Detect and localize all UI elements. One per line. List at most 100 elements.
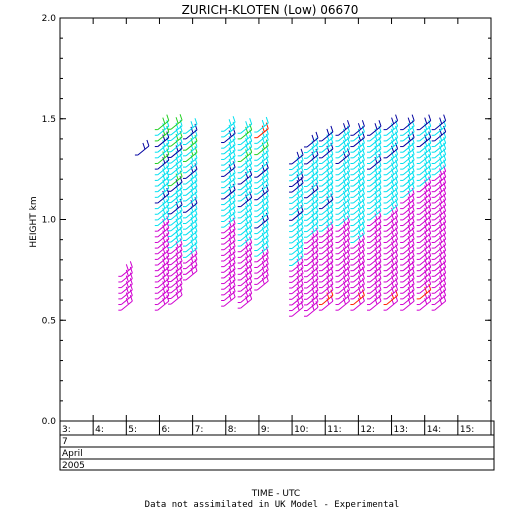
barb-feather xyxy=(162,281,166,288)
barb-feather xyxy=(265,156,269,163)
wind-barb-magenta xyxy=(318,232,334,249)
barb-feather xyxy=(374,269,378,277)
wind-barb-magenta xyxy=(416,272,432,289)
wind-barb-red xyxy=(318,289,334,306)
barb-feather xyxy=(179,176,183,183)
barb-feather xyxy=(428,142,432,149)
barb-feather xyxy=(190,267,194,275)
barb-feather xyxy=(194,208,198,215)
barb-feather xyxy=(166,249,170,257)
barb-shaft xyxy=(402,125,415,136)
barb-feather xyxy=(407,128,411,136)
barb-feather xyxy=(343,252,346,260)
barb-feather xyxy=(378,289,382,296)
barb-shaft xyxy=(369,283,382,294)
wind-barb-magenta xyxy=(154,266,170,283)
barb-shaft xyxy=(185,146,198,157)
barb-feather xyxy=(232,127,236,134)
barb-shaft xyxy=(386,193,398,204)
barb-feather xyxy=(439,224,443,231)
barb-feather xyxy=(245,228,249,235)
barb-feather xyxy=(330,238,334,245)
barb-feather xyxy=(343,134,346,141)
barb-feather xyxy=(142,142,146,150)
barb-shaft xyxy=(402,187,415,198)
barb-feather xyxy=(330,289,334,296)
barb-shaft xyxy=(353,187,365,198)
wind-barb-cyan xyxy=(335,199,350,215)
barb-shaft xyxy=(291,160,304,170)
wind-barb-cyan xyxy=(254,133,269,150)
barb-shaft xyxy=(434,266,446,277)
barb-feather xyxy=(357,196,361,203)
barb-shaft xyxy=(256,246,269,257)
wind-barb-magenta xyxy=(303,261,319,278)
x-axis-ticks xyxy=(59,18,459,421)
barb-shaft xyxy=(157,199,170,210)
barb-feather xyxy=(424,264,428,271)
barb-feather xyxy=(228,192,232,199)
barb-feather xyxy=(179,153,183,160)
wind-barb-cyan xyxy=(416,148,432,164)
barb-shaft xyxy=(137,145,150,156)
barb-feather xyxy=(428,221,432,228)
wind-barb-cyan xyxy=(318,176,334,193)
barb-feather xyxy=(232,121,236,129)
barb-shaft xyxy=(291,261,304,272)
barb-feather xyxy=(249,123,253,131)
barb-feather xyxy=(166,142,170,149)
barb-shaft xyxy=(157,193,170,204)
barb-shaft xyxy=(256,150,269,161)
wind-barb-cyan xyxy=(182,157,198,174)
barb-feather xyxy=(179,272,183,279)
barb-feather xyxy=(300,295,304,302)
barb-shaft xyxy=(157,148,170,159)
barb-feather xyxy=(311,298,315,305)
barb-shaft xyxy=(223,189,236,200)
wind-barb-cyan xyxy=(416,165,432,181)
barb-shaft xyxy=(353,244,365,255)
barb-feather xyxy=(265,269,269,276)
barb-feather xyxy=(357,151,361,158)
barb-feather xyxy=(411,216,415,223)
wind-barb-cyan xyxy=(335,187,350,204)
wind-barb-cyan xyxy=(237,185,253,202)
barb-feather xyxy=(439,275,443,282)
wind-barb-magenta xyxy=(254,257,269,274)
barb-feather xyxy=(347,142,350,149)
barb-feather xyxy=(162,292,166,299)
barb-feather xyxy=(175,241,179,248)
barb-feather xyxy=(228,260,232,267)
wind-barb-cyan xyxy=(303,205,319,221)
wind-barb-cyan xyxy=(237,174,253,191)
wind-barb-cyan xyxy=(350,125,365,142)
barb-feather xyxy=(391,298,395,305)
barb-feather xyxy=(190,233,194,241)
barb-shaft xyxy=(223,161,236,172)
barb-feather xyxy=(347,272,350,279)
wind-barb-magenta xyxy=(383,216,399,232)
barb-feather xyxy=(194,236,198,243)
barb-shaft xyxy=(321,283,334,294)
barb-shaft xyxy=(306,284,319,295)
wind-barb-cyan xyxy=(182,214,198,230)
barb-feather xyxy=(175,196,179,203)
barb-feather xyxy=(166,159,170,166)
wind-barb-magenta xyxy=(168,272,183,288)
barb-feather xyxy=(443,295,447,302)
wind-barb-cyan xyxy=(237,202,253,219)
barb-shaft xyxy=(321,171,334,181)
wind-barb-navy xyxy=(168,142,183,158)
barb-shaft xyxy=(170,153,183,164)
barb-feather xyxy=(374,224,378,231)
barb-feather xyxy=(439,145,443,152)
wind-barb-cyan xyxy=(335,125,350,142)
barb-shaft xyxy=(353,154,365,164)
barb-feather xyxy=(391,219,395,226)
wind-barb-magenta xyxy=(303,238,319,255)
wind-barb-magenta xyxy=(400,216,415,232)
barb-shaft xyxy=(157,244,170,255)
wind-barb-magenta xyxy=(400,238,415,255)
wind-barb-magenta xyxy=(335,221,350,238)
barb-shaft xyxy=(291,188,304,199)
